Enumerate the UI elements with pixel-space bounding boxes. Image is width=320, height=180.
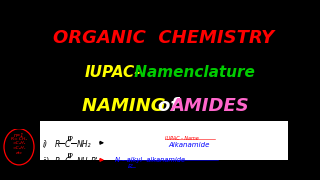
Text: R: R — [55, 157, 60, 166]
Text: of: of — [158, 97, 184, 115]
Text: ii): ii) — [43, 157, 50, 166]
Text: Namenclature: Namenclature — [129, 65, 255, 80]
Text: O: O — [68, 136, 73, 141]
Text: i): i) — [43, 140, 48, 149]
Text: R= CH₃
>C₂H₅
>C₃H₇
etc: R= CH₃ >C₂H₅ >C₃H₇ etc — [11, 137, 27, 155]
Text: R': R' — [91, 157, 98, 166]
Text: IUPAC - Name: IUPAC - Name — [165, 136, 199, 141]
Text: NAMING: NAMING — [82, 97, 172, 115]
Text: n=1: n=1 — [14, 133, 24, 138]
Text: N - alkyl  alkanamide: N - alkyl alkanamide — [115, 157, 185, 163]
Text: O: O — [68, 153, 73, 158]
FancyBboxPatch shape — [40, 121, 288, 160]
Text: NH₂: NH₂ — [77, 140, 92, 149]
Text: NH: NH — [77, 157, 89, 166]
Text: ORGANIC  CHEMISTRY: ORGANIC CHEMISTRY — [53, 29, 275, 47]
Text: C: C — [65, 157, 70, 166]
Text: C: C — [65, 140, 70, 149]
Text: R: R — [55, 140, 60, 149]
Text: AMIDES: AMIDES — [170, 97, 249, 115]
Text: R': R' — [128, 164, 134, 169]
Text: Alkanamide: Alkanamide — [168, 142, 209, 148]
Text: IUPAC-: IUPAC- — [84, 65, 141, 80]
